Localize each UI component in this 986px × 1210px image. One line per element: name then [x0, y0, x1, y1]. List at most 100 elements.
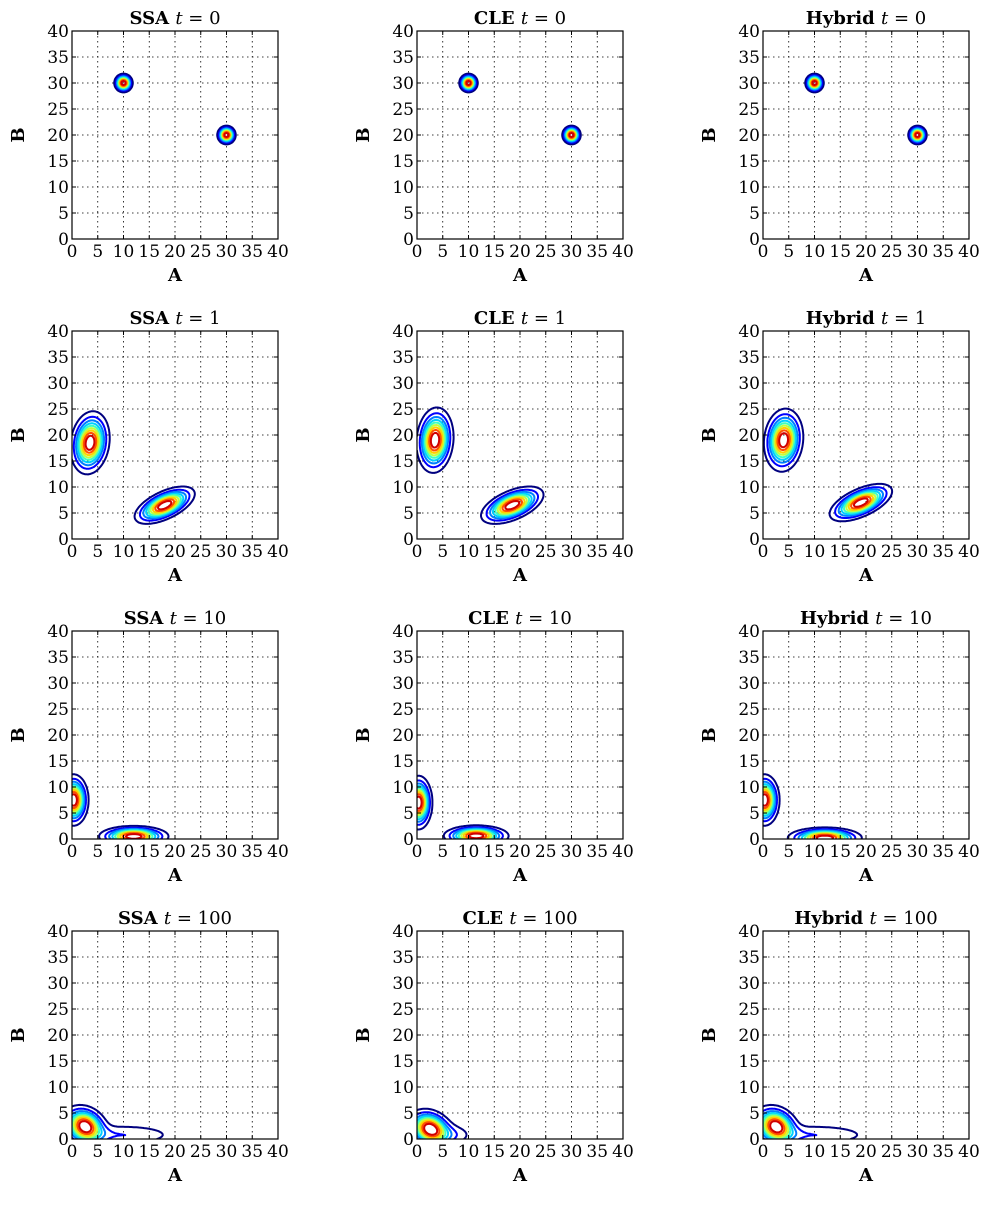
y-tick-label: 40	[392, 922, 414, 942]
contour-level-9	[769, 1120, 784, 1134]
y-tick-label: 30	[47, 74, 69, 94]
contour-set	[72, 1103, 164, 1139]
grid	[417, 31, 623, 239]
contour-set	[804, 72, 928, 146]
subplot-hybrid-t10: 0 5 10 15 20 25 30 35 400510152025303540ABHybrid…	[699, 608, 980, 886]
y-axis-label: B	[353, 427, 374, 442]
contour-level-2	[805, 74, 927, 144]
y-tick-label: 5	[403, 1104, 414, 1124]
subplot-hybrid-t100: 0 5 10 15 20 25 30 35 400510152025303540ABHybrid…	[699, 908, 980, 1186]
x-axis-label: A	[167, 265, 183, 286]
y-axis-label: B	[353, 1027, 374, 1042]
y-tick-label: 25	[392, 700, 414, 720]
x-tick-label: 0	[758, 542, 769, 562]
y-tick-label: 30	[738, 674, 760, 694]
y-tick-label: 0	[749, 530, 760, 550]
y-tick-label: 25	[47, 700, 69, 720]
y-tick-label: 40	[392, 322, 414, 342]
x-tick-label: 25	[190, 842, 212, 862]
x-tick-label: 20	[164, 242, 186, 262]
contour-level-8	[767, 1118, 786, 1136]
x-axis-label: A	[858, 1165, 874, 1186]
y-axis-label: B	[699, 427, 720, 442]
y-tick-label: 20	[47, 726, 69, 746]
x-tick-label: 5	[437, 242, 448, 262]
contour-set	[72, 773, 170, 839]
x-axis-label: A	[858, 565, 874, 586]
y-tick-label: 0	[403, 1130, 414, 1150]
x-tick-label: 10	[458, 542, 480, 562]
y-tick-label: 10	[47, 778, 69, 798]
y-tick-label: 20	[392, 426, 414, 446]
x-tick-label: 15	[483, 1142, 505, 1162]
y-tick-label: 15	[392, 452, 414, 472]
y-tick-label: 40	[738, 922, 760, 942]
x-tick-label: 5	[92, 242, 103, 262]
x-tick-label: 10	[804, 542, 826, 562]
contour-level-9	[417, 795, 485, 839]
x-tick-label: 25	[535, 542, 557, 562]
contour-level-1	[72, 410, 196, 525]
x-tick-label: 35	[932, 842, 954, 862]
y-tick-label: 5	[58, 204, 69, 224]
x-tick-label: 5	[437, 1142, 448, 1162]
contour-level-1	[458, 72, 582, 146]
x-tick-label: 35	[586, 242, 608, 262]
x-tick-label: 15	[483, 542, 505, 562]
contour-level-3	[75, 419, 188, 520]
contour-level-9	[78, 1120, 93, 1134]
x-axis-label: A	[512, 265, 528, 286]
contour-level-3	[768, 416, 884, 517]
x-tick-label: 30	[561, 842, 583, 862]
x-tick-label: 0	[758, 1142, 769, 1162]
contour-level-9	[778, 432, 869, 508]
y-tick-label: 20	[738, 426, 760, 446]
x-tick-label: 0	[412, 1142, 423, 1162]
y-axis-label: B	[699, 727, 720, 742]
contour-set	[72, 410, 196, 525]
x-tick-label: 15	[138, 1142, 160, 1162]
contour-level-7	[426, 426, 526, 514]
y-tick-label: 0	[403, 530, 414, 550]
x-tick-label: 15	[483, 842, 505, 862]
y-tick-label: 20	[738, 726, 760, 746]
x-axis-label: A	[512, 565, 528, 586]
y-tick-label: 20	[47, 426, 69, 446]
contour-level-9	[423, 1122, 439, 1136]
x-tick-label: 25	[190, 1142, 212, 1162]
y-tick-label: 5	[749, 504, 760, 524]
y-tick-label: 0	[749, 230, 760, 250]
y-axis-label: B	[8, 1027, 29, 1042]
x-tick-label: 20	[509, 242, 531, 262]
x-tick-label: 35	[241, 1142, 263, 1162]
x-tick-label: 20	[164, 542, 186, 562]
y-tick-label: 10	[392, 478, 414, 498]
contour-level-5	[763, 1113, 792, 1139]
x-tick-label: 30	[216, 842, 238, 862]
contour-level-9	[84, 434, 173, 511]
y-tick-label: 15	[47, 1052, 69, 1072]
x-tick-label: 0	[67, 242, 78, 262]
x-tick-label: 15	[138, 242, 160, 262]
y-tick-label: 20	[738, 1026, 760, 1046]
contour-level-7	[765, 1116, 788, 1137]
y-tick-label: 25	[738, 1000, 760, 1020]
y-tick-label: 25	[47, 1000, 69, 1020]
contour-level-6	[425, 424, 528, 515]
contour-level-2	[459, 74, 581, 144]
x-tick-label: 0	[412, 842, 423, 862]
contour-set	[458, 72, 582, 146]
subplot-title: Hybrid t = 0	[806, 8, 926, 29]
y-tick-label: 35	[738, 948, 760, 968]
x-tick-label: 10	[113, 1142, 135, 1162]
y-tick-label: 25	[392, 100, 414, 120]
x-tick-label: 40	[612, 1142, 634, 1162]
x-tick-label: 30	[907, 842, 929, 862]
contour-level-7	[774, 426, 874, 511]
contour-level-1	[763, 773, 863, 839]
contour-level-2	[418, 412, 539, 522]
